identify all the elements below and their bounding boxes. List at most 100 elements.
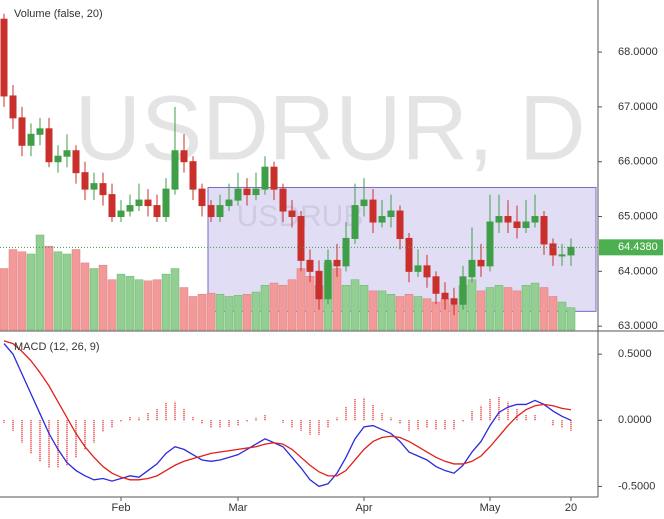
volume-bar xyxy=(152,279,162,331)
candle-body xyxy=(36,128,44,135)
volume-bar xyxy=(8,249,18,331)
volume-bar xyxy=(278,285,288,331)
volume-bar xyxy=(521,285,531,331)
candle-body xyxy=(171,150,179,190)
volume-bar xyxy=(386,293,396,331)
candle-body xyxy=(396,210,404,239)
volume-bar xyxy=(368,290,378,331)
candle-body xyxy=(306,259,314,272)
candle-body xyxy=(153,205,161,218)
x-tick-label: May xyxy=(480,502,501,514)
candle-body xyxy=(108,194,116,218)
candle-body xyxy=(450,298,458,305)
macd-line xyxy=(3,343,572,488)
candle-body xyxy=(297,216,305,261)
volume-bar xyxy=(422,298,432,331)
volume-bar xyxy=(89,268,99,331)
volume-bar xyxy=(431,301,441,331)
candle-body xyxy=(225,199,233,207)
x-tick-label: Apr xyxy=(355,502,372,514)
volume-bar xyxy=(539,287,549,331)
candle-body xyxy=(162,188,170,218)
candle-body xyxy=(459,276,467,305)
candle-body xyxy=(90,183,98,190)
candle-body xyxy=(333,259,341,267)
candle-body xyxy=(477,259,485,267)
volume-bar xyxy=(530,282,540,331)
volume-bar xyxy=(503,287,513,331)
volume-bar xyxy=(350,279,360,331)
volume-bar xyxy=(548,296,558,331)
candle-body xyxy=(270,166,278,190)
volume-bar xyxy=(80,262,90,331)
volume-bar xyxy=(332,268,342,331)
candle-body xyxy=(378,216,386,223)
candle-body xyxy=(261,166,269,190)
volume-bar xyxy=(404,293,414,331)
candle-body xyxy=(99,183,107,196)
volume-bar xyxy=(98,264,108,331)
candle-body xyxy=(216,205,224,218)
candle-body xyxy=(486,221,494,267)
volume-bar xyxy=(287,279,297,331)
volume-bar xyxy=(251,291,261,331)
candle-body xyxy=(315,270,323,300)
volume-bar xyxy=(413,296,423,331)
candle-body xyxy=(54,155,62,163)
candle-body xyxy=(198,188,206,207)
candle-body xyxy=(189,161,197,190)
volume-bar xyxy=(71,249,81,331)
volume-bar xyxy=(260,285,270,331)
candle-body xyxy=(144,199,152,207)
candle-body xyxy=(63,150,71,157)
volume-bar xyxy=(179,287,189,331)
volume-bar xyxy=(170,268,180,331)
volume-bar xyxy=(359,285,369,331)
volume-bar xyxy=(0,268,9,331)
candle-body xyxy=(540,216,548,245)
candle-body xyxy=(18,117,26,146)
candle-body xyxy=(126,205,134,212)
x-tick-label: 20 xyxy=(565,502,577,514)
candle-body xyxy=(288,210,296,218)
y-tick-label: 65.0000 xyxy=(618,210,658,222)
volume-bar xyxy=(296,268,306,331)
y-tick-label: 68.0000 xyxy=(618,46,658,58)
volume-bar xyxy=(512,290,522,331)
candle-body xyxy=(342,237,350,267)
candle-body xyxy=(9,95,17,119)
candle-body xyxy=(369,199,377,223)
volume-bar xyxy=(62,253,72,331)
volume-bar xyxy=(494,285,504,331)
y-tick-label: 64.0000 xyxy=(618,265,658,277)
candle-body xyxy=(27,133,35,146)
macd-y-tick-label: 0.5000 xyxy=(618,348,652,360)
volume-bar xyxy=(566,307,576,331)
last-price-box xyxy=(599,239,663,256)
volume-bar xyxy=(242,293,252,331)
candle-body xyxy=(567,246,575,256)
macd-y-tick-label: -0.5000 xyxy=(618,480,655,492)
macd-line xyxy=(3,340,572,481)
volume-bar xyxy=(44,245,54,331)
macd-title: MACD (12, 26, 9) xyxy=(14,341,100,353)
candle-body xyxy=(243,188,251,196)
x-tick-label: Feb xyxy=(112,502,131,514)
candle-body xyxy=(135,199,143,207)
volume-bar xyxy=(557,301,567,331)
candle-body xyxy=(513,221,521,228)
volume-bar xyxy=(206,292,216,331)
candle-body xyxy=(549,243,557,256)
volume-bar xyxy=(233,295,243,331)
volume-bar xyxy=(125,276,135,331)
watermark: USDRUR, D xyxy=(74,77,585,179)
candle-body xyxy=(414,265,422,272)
candle-body xyxy=(45,128,53,163)
candle-body xyxy=(387,210,395,218)
last-price-label: 64.4380 xyxy=(618,241,658,253)
candle-body xyxy=(441,292,449,300)
volume-bar xyxy=(116,273,126,331)
volume-bar xyxy=(341,285,351,331)
candle-body xyxy=(522,221,530,228)
